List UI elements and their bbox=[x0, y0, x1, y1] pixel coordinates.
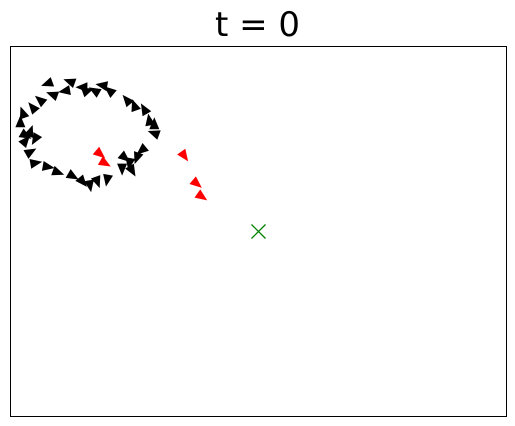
black-agent-marker bbox=[80, 87, 94, 98]
black-agent-marker bbox=[18, 135, 30, 148]
black-agent-marker bbox=[117, 150, 130, 162]
target-x-marker bbox=[251, 224, 266, 239]
black-agent-marker bbox=[51, 165, 65, 176]
black-agent-marker bbox=[84, 179, 94, 193]
chart-title: t = 0 bbox=[214, 5, 301, 45]
black-agent-marker bbox=[63, 78, 77, 89]
red-agent-marker bbox=[194, 189, 208, 201]
black-agent-marker bbox=[125, 163, 136, 177]
black-agent-marker bbox=[65, 169, 79, 180]
black-agent-marker bbox=[117, 163, 128, 176]
black-agent-marker bbox=[41, 161, 55, 171]
black-agent-marker bbox=[15, 115, 26, 128]
plot-frame bbox=[10, 46, 507, 417]
red-agent-marker bbox=[189, 176, 202, 188]
black-agent-marker bbox=[104, 86, 117, 98]
red-agent-marker bbox=[177, 148, 189, 162]
black-agent-marker bbox=[131, 99, 141, 113]
black-agent-marker bbox=[29, 158, 43, 169]
black-agent-marker bbox=[75, 174, 87, 187]
black-agent-marker bbox=[31, 132, 43, 146]
black-agent-marker bbox=[19, 106, 30, 120]
data-marks bbox=[15, 77, 266, 239]
black-agent-marker bbox=[149, 117, 160, 130]
black-agent-marker bbox=[41, 77, 55, 87]
black-agent-marker bbox=[140, 103, 152, 117]
black-agent-marker bbox=[46, 91, 60, 102]
black-agent-marker bbox=[28, 102, 40, 115]
red-agent-marker bbox=[97, 156, 111, 167]
red-agent-marker bbox=[92, 146, 106, 159]
black-agent-marker bbox=[18, 128, 32, 139]
black-agent-marker bbox=[34, 95, 48, 108]
black-agent-marker bbox=[147, 130, 161, 140]
black-agent-marker bbox=[122, 94, 135, 108]
black-agent-marker bbox=[103, 173, 113, 187]
black-agent-marker bbox=[90, 175, 101, 189]
black-agent-marker bbox=[58, 85, 71, 95]
black-agent-marker bbox=[95, 81, 109, 92]
black-agent-marker bbox=[134, 151, 144, 165]
black-agent-marker bbox=[23, 148, 37, 159]
black-agent-marker bbox=[136, 143, 149, 155]
